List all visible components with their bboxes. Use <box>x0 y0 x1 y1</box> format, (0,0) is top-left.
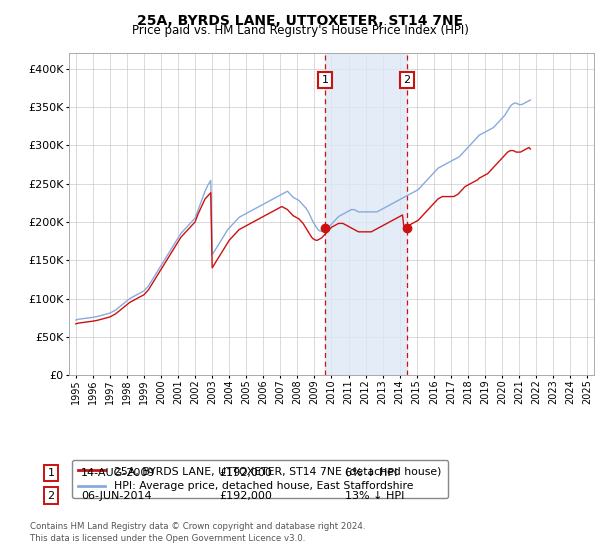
Text: 06-JUN-2014: 06-JUN-2014 <box>81 491 152 501</box>
Text: 6% ↓ HPI: 6% ↓ HPI <box>345 468 397 478</box>
Text: 14-AUG-2009: 14-AUG-2009 <box>81 468 155 478</box>
Text: 2: 2 <box>47 491 55 501</box>
Text: £192,000: £192,000 <box>219 468 272 478</box>
Text: 1: 1 <box>47 468 55 478</box>
Text: Contains HM Land Registry data © Crown copyright and database right 2024.: Contains HM Land Registry data © Crown c… <box>30 522 365 531</box>
Text: 2: 2 <box>403 75 410 85</box>
Text: 13% ↓ HPI: 13% ↓ HPI <box>345 491 404 501</box>
Text: 25A, BYRDS LANE, UTTOXETER, ST14 7NE: 25A, BYRDS LANE, UTTOXETER, ST14 7NE <box>137 14 463 28</box>
Bar <box>325 53 407 375</box>
Text: 1: 1 <box>322 75 328 85</box>
Text: Price paid vs. HM Land Registry's House Price Index (HPI): Price paid vs. HM Land Registry's House … <box>131 24 469 37</box>
Text: This data is licensed under the Open Government Licence v3.0.: This data is licensed under the Open Gov… <box>30 534 305 543</box>
Text: £192,000: £192,000 <box>219 491 272 501</box>
Legend: 25A, BYRDS LANE, UTTOXETER, ST14 7NE (detached house), HPI: Average price, detac: 25A, BYRDS LANE, UTTOXETER, ST14 7NE (de… <box>72 460 448 498</box>
